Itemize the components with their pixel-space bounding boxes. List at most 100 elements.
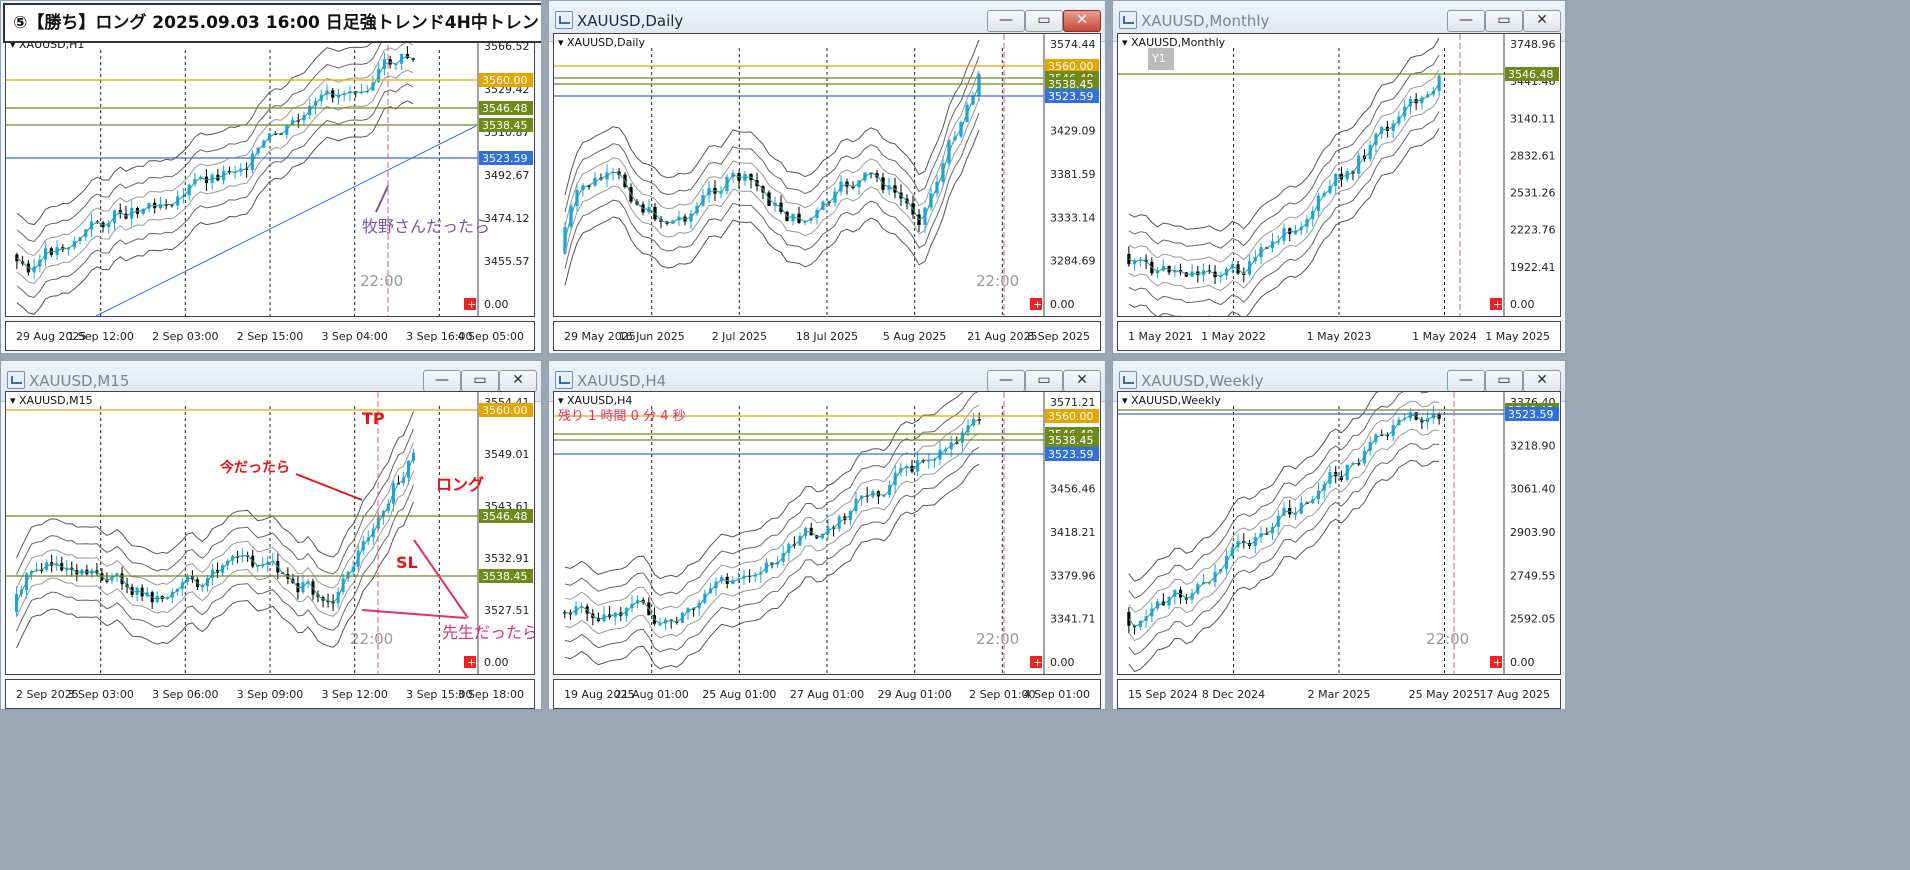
chart-area-m15[interactable]: 3554.41 3549.01 3543.61 3532.91 3527.51 0.00 3… [5,391,538,675]
bollinger-band [16,55,414,271]
annotation-arrow [361,609,467,619]
close-button[interactable]: ✕ [1523,10,1561,32]
bollinger-band [1128,111,1440,306]
window-title: XAUUSD,H4 [577,372,667,390]
window-title: XAUUSD,Daily [577,12,684,30]
trendline [95,125,477,317]
level-label-bg [1045,89,1099,103]
window-title: XAUUSD,Monthly [1141,12,1270,30]
minimize-button[interactable]: — [987,370,1025,392]
candle-body [15,593,19,612]
annotation-arrow [375,185,389,213]
bollinger-band [16,10,414,226]
chart-window-h4[interactable]: XAUUSD,H4 — ▭ ✕ 3571.213494.713456.46341… [548,360,1106,710]
price-tick: 1922.41 [1510,261,1556,274]
time-tick: 3 Sep 12:00 [321,688,387,701]
level-label-sl: 3523.59 [482,152,528,165]
maximize-button[interactable]: ▭ [1485,370,1523,392]
chart-window-monthly[interactable]: XAUUSD,Monthly — ▭ ✕ 3748.96 3441.46 3140.… [1112,0,1566,354]
chart-symbol-label: ▾ XAUUSD,H4 [558,394,632,407]
chart-area-h4[interactable]: 3571.213494.713456.463418.213379.963341.… [553,373,1101,675]
close-button[interactable]: ✕ [1063,370,1101,392]
maximize-button[interactable]: ▭ [461,370,499,392]
maximize-button[interactable]: ▭ [1025,10,1063,32]
maximize-button[interactable]: ▭ [1485,10,1523,32]
bar-timer: 22:00 [976,272,1019,290]
time-tick: 25 May 2025 [1409,688,1481,701]
bollinger-band [16,456,414,604]
price-tick: 3571.21 [1050,396,1096,409]
minimize-button[interactable]: — [1447,370,1485,392]
level-label-l2: 3538.45 [482,570,528,583]
time-tick: 3 Sep 16:00 [406,330,472,343]
chart-window-h1[interactable]: ⑤【勝ち】ロング 2025.09.03 16:00 日足強トレンド4H中トレンド… [0,0,542,354]
close-button[interactable]: ✕ [499,370,537,392]
titlebar-daily[interactable]: XAUUSD,Daily — ▭ ✕ [549,1,1105,42]
chart-symbol-label: ▾ XAUUSD,M15 [10,394,93,407]
time-tick: 21 Aug 2025 [967,330,1037,343]
maximize-button[interactable]: ▭ [1025,370,1063,392]
time-tick: 3 Sep 09:00 [237,688,303,701]
time-tick: 1 Sep 12:00 [67,330,133,343]
chart-window-m15[interactable]: XAUUSD,M15 — ▭ ✕ 3554.41 3549.01 3543.61 35… [0,360,542,710]
price-tick: 3566.52 [484,40,530,53]
one-click-trade-icon [1490,656,1502,668]
level-label-bg [479,101,533,115]
chart-window-daily[interactable]: XAUUSD,Daily — ▭ ✕ 3574.443477.543429.09… [548,0,1106,354]
time-tick: 5 Aug 2025 [883,330,946,343]
time-tick: 25 Aug 01:00 [702,688,776,701]
price-tick: 3532.91 [484,552,530,565]
candle-body [1276,240,1280,243]
level-label-l1: 3546.48 [482,510,528,523]
bollinger-band [564,418,980,625]
chart-area-monthly[interactable]: 3748.96 3441.46 3140.11 2832.61 2531.26 2223.… [1117,33,1561,323]
candle-body [587,185,591,187]
level-label-l2: 3538.45 [1048,78,1094,91]
bollinger-band [16,69,414,285]
close-button[interactable]: ✕ [1063,10,1101,32]
chart-symbol-label: ▾ XAUUSD,Weekly [1122,394,1221,407]
bollinger-band [16,470,414,618]
annotation-sl: SL [396,553,418,572]
bollinger-band [1128,97,1440,291]
plus-icon: + [1493,656,1502,669]
bollinger-band [1128,54,1440,249]
minimize-button[interactable]: — [1447,10,1485,32]
chart-area-daily[interactable]: 3574.443477.543429.093381.593333.143284.… [553,33,1101,317]
price-tick: 3574.44 [1050,38,1096,51]
chart-window-weekly[interactable]: XAUUSD,Weekly — ▭ ✕ 3376.40 3218.90 3061.4… [1112,360,1566,710]
bar-timer: 22:00 [976,630,1019,648]
bollinger-band [1128,414,1440,628]
candle-body [326,600,330,603]
time-tick: 2 Mar 2025 [1308,688,1371,701]
time-tick: 15 Sep 2024 [1128,688,1198,701]
minimize-button[interactable]: — [987,10,1025,32]
level-label-l2: 3538.45 [1048,434,1094,447]
price-tick: 3381.59 [1050,168,1096,181]
level-label-sl: 3523.59 [1508,408,1554,421]
time-axis-monthly: 1 May 2021 1 May 2022 1 May 2023 1 May 2024… [1117,321,1561,351]
one-click-trade-icon [1030,298,1042,310]
chart-area-h1[interactable]: 3566.52 3529.42 3510.87 3492.67 3474.12 3455.… [5,10,535,317]
bollinger-band [564,70,980,227]
minimize-button[interactable]: — [423,370,461,392]
bollinger-band [1128,428,1440,642]
trade-banner-text: ⑤【勝ち】ロング 2025.09.03 16:00 日足強トレンド4H中トレンド… [13,13,541,33]
time-tick: 2 Jul 2025 [712,330,767,343]
price-tick: 2749.55 [1510,569,1556,582]
level-label-bg [1045,409,1099,423]
level-label-bg [479,118,533,132]
level-label-tp: 3560.00 [1048,60,1094,73]
one-click-trade-icon [1490,298,1502,310]
level-label-tp: 3560.00 [1048,410,1094,423]
price-tick: 2223.76 [1510,224,1556,237]
close-button[interactable]: ✕ [1523,370,1561,392]
price-tick: 3456.46 [1050,483,1096,496]
level-label-bg [479,509,533,523]
candle-body [15,254,19,262]
annotation-makino: 牧野さんだったら [362,217,490,236]
level-label-bg [1045,447,1099,461]
bollinger-band [1128,369,1440,582]
price-tick: 3379.96 [1050,569,1096,582]
chart-area-weekly[interactable]: 3376.40 3218.90 3061.40 2903.90 2749.55 2592.… [1117,369,1561,675]
